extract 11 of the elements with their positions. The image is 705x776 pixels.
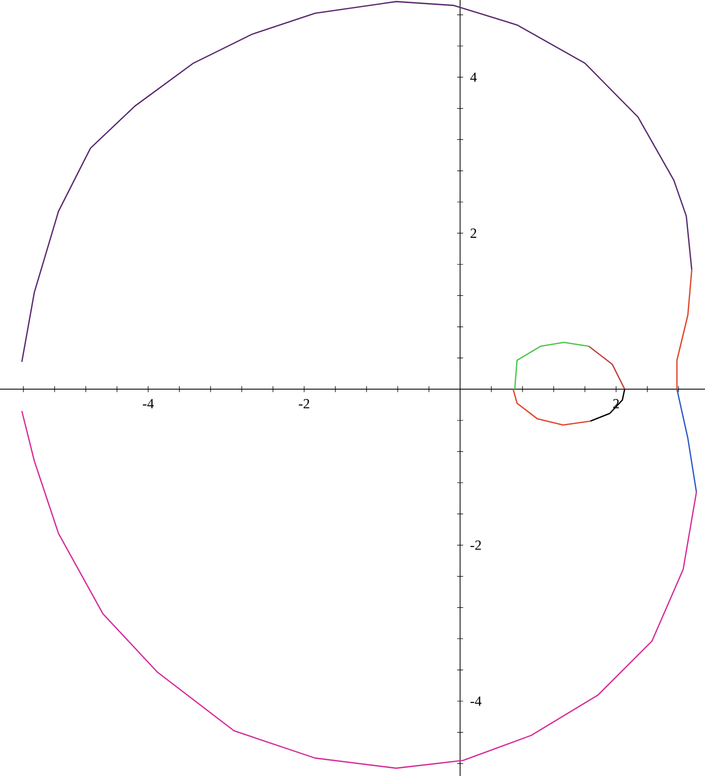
line-series (512, 388, 592, 426)
line-series (676, 269, 692, 390)
x-tick-label: -2 (298, 399, 310, 408)
x-tick-label: -4 (142, 399, 154, 408)
line-series (21, 0, 692, 363)
y-tick-label: -2 (470, 540, 481, 550)
y-tick-label: 4 (470, 72, 477, 82)
y-tick-label: -4 (470, 696, 482, 706)
line-series (514, 342, 590, 390)
y-tick-label: 2 (470, 228, 476, 238)
line-series (21, 410, 698, 769)
